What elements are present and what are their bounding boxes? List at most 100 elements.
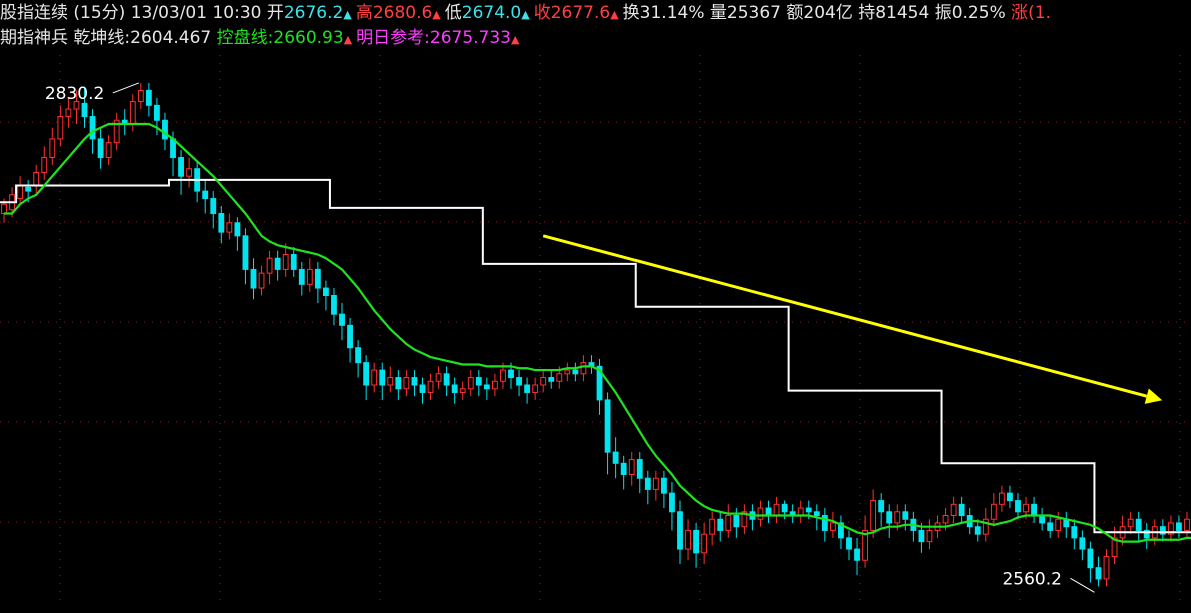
row1-segment: 低 [444, 3, 462, 23]
qiankun-stair-line [0, 178, 1191, 534]
candle-body [942, 515, 949, 524]
candle-body [693, 529, 700, 554]
row1-segment: 2677.6 [550, 3, 611, 23]
quote-header-row1: 股指连续 (15分) 13/03/01 10:30 开2676.2▲ 高2680.… [0, 3, 1051, 25]
candle-body [854, 548, 860, 561]
candle-body [113, 119, 120, 144]
candle-body [1007, 492, 1013, 502]
candle-body [154, 104, 160, 121]
row1-segment: ▲ [521, 8, 530, 21]
candle-body [580, 362, 587, 375]
candle-body [73, 101, 80, 110]
candle-body [443, 373, 450, 386]
row1-segment: 2674.0 [461, 3, 522, 23]
candle-body [65, 108, 72, 118]
candle-body [483, 384, 490, 390]
candle-body [355, 347, 362, 364]
candle-body [1079, 537, 1086, 550]
candle-body [25, 186, 32, 192]
candle-body [636, 459, 643, 479]
candle-body [765, 507, 772, 517]
candle-body [234, 222, 241, 237]
candle-body [604, 399, 611, 453]
candle-body [685, 529, 691, 550]
candle-body [1023, 503, 1029, 513]
candle-body [1184, 518, 1190, 531]
candle-body [516, 377, 522, 386]
low-label-pointer [1070, 577, 1095, 593]
candle-body [210, 198, 217, 214]
candle-body [162, 119, 168, 140]
candle-body [733, 515, 740, 528]
candle-body [97, 138, 104, 159]
candle-body [1176, 522, 1182, 531]
candle-body [137, 89, 144, 103]
candle-body [1159, 526, 1166, 535]
candle-body [258, 272, 265, 289]
candle-body [797, 507, 804, 517]
row1-segment: 收 [533, 3, 551, 23]
candle-body [186, 168, 193, 177]
candle-body [1135, 518, 1142, 531]
candle-body [813, 511, 820, 517]
candle-body [298, 268, 305, 285]
row1-segment: 开 [266, 3, 284, 23]
candle-body [1103, 556, 1110, 580]
candle-body [129, 101, 136, 125]
candle-body [838, 522, 844, 539]
candle-body [974, 526, 981, 535]
row1-segment: 2680.6 [372, 3, 433, 23]
candle-body [178, 157, 184, 177]
control-ma-line [4, 122, 1191, 543]
candle-body [677, 511, 683, 550]
trend-arrow-head [1144, 388, 1163, 404]
candle-body [17, 185, 24, 200]
row2-segment: ▲ [343, 33, 353, 46]
candle-body [1031, 503, 1037, 517]
row1-segment: 高 [355, 3, 373, 23]
candle-body [757, 507, 764, 520]
trend-arrow-shaft [542, 234, 1148, 398]
candle-body [918, 529, 925, 543]
candle-body [1167, 522, 1174, 535]
candle-body [1039, 515, 1046, 524]
candle-body [411, 377, 418, 386]
candle-body [829, 522, 836, 531]
candle-body [652, 477, 659, 490]
candle-body [451, 384, 458, 393]
candle-body [644, 477, 651, 490]
candle-body [998, 492, 1005, 505]
candle-body [202, 190, 209, 200]
candle-body [81, 102, 88, 118]
candle-body [669, 492, 675, 513]
candle-body [532, 384, 539, 393]
candle-body [427, 380, 434, 393]
candle-body [1055, 518, 1062, 531]
candle-body [628, 459, 635, 475]
candle-body [491, 380, 498, 390]
high-label-pointer [112, 82, 140, 94]
candle-body [33, 171, 40, 187]
candle-body [475, 377, 482, 386]
candle-body [1015, 500, 1021, 513]
candle-body [459, 388, 466, 393]
candle-body [540, 377, 547, 386]
candle-body [1095, 567, 1102, 580]
candle-body [660, 477, 667, 494]
candle-body [371, 369, 378, 386]
candle-body [1111, 537, 1118, 558]
candle-body [331, 295, 337, 315]
candle-body [572, 369, 579, 375]
candle-body [49, 138, 56, 159]
candle-body [403, 377, 410, 390]
candle-body [1143, 529, 1150, 539]
candle-body [347, 324, 353, 349]
candle-body [1127, 518, 1134, 528]
candle-body [958, 503, 965, 517]
candle-body [363, 362, 370, 386]
candle-body [902, 511, 909, 520]
candle-body [1, 203, 7, 214]
high-price-label: 2830.2 [45, 84, 104, 104]
candle-body [387, 377, 394, 386]
